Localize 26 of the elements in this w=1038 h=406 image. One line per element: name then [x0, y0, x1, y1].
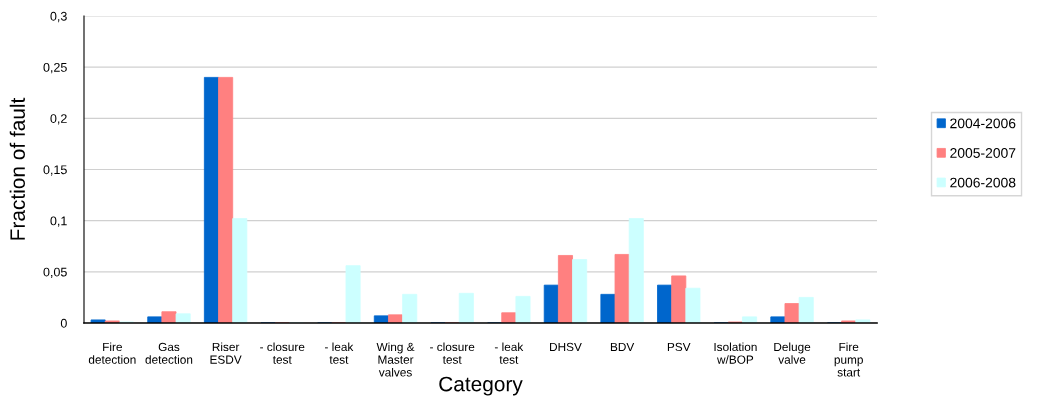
x-tick-label: - closure test [430, 342, 475, 364]
y-tick-label: 0 [60, 318, 67, 328]
x-tick-label: Fire pump start [834, 342, 863, 377]
legend-label: 2004-2006 [950, 118, 1016, 129]
x-tick-label: Isolation w/BOP [714, 342, 757, 364]
y-tick-label: 0,3 [50, 11, 67, 23]
legend-label: 2006-2008 [950, 177, 1016, 188]
x-tick-label: - leak test [324, 342, 354, 364]
x-tick-label: - closure test [260, 342, 305, 364]
y-tick-label: 0,15 [43, 165, 67, 176]
x-tick-label: Deluge valve [774, 342, 811, 364]
legend-label: 2005-2007 [950, 148, 1016, 158]
x-tick-label: DHSV [550, 342, 582, 352]
y-tick-label: 0,2 [50, 114, 67, 125]
x-tick-label: Fire detection [88, 342, 136, 364]
x-tick-label: Gas detection [145, 342, 193, 364]
x-axis-title: Category [439, 376, 523, 396]
y-tick-label: 0,1 [50, 216, 67, 227]
x-tick-label: PSV [667, 342, 691, 352]
y-tick-label: 0,05 [43, 267, 67, 278]
x-tick-label: BDV [610, 342, 635, 351]
x-tick-label: - leak test [494, 342, 524, 364]
x-tick-label: Riser ESDV [210, 342, 242, 364]
x-tick-label: Wing & Master valves [376, 342, 415, 377]
y-axis-title: Fraction of fault [9, 97, 25, 240]
y-tick-label: 0,25 [43, 62, 67, 74]
